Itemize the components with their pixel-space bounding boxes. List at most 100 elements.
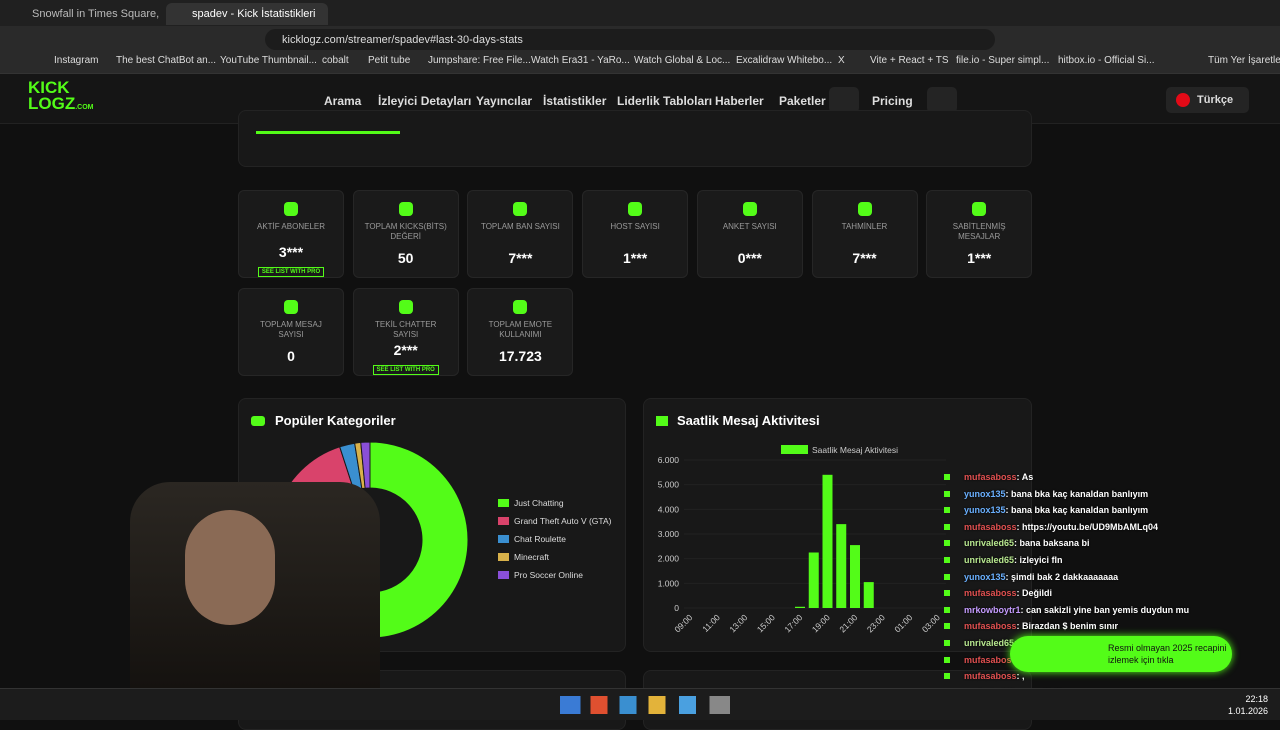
bookmark[interactable]: Vite + React + TS (870, 55, 949, 66)
chat-user[interactable]: mufasaboss (964, 654, 1017, 665)
legend-label: Saatlik Mesaj Aktivitesi (812, 445, 898, 455)
legend-swatch (498, 571, 509, 579)
chat-badge (944, 523, 950, 530)
bookmark[interactable]: Watch Global & Loc... (634, 55, 731, 66)
notification-line: Resmi olmayan 2025 recapini (1108, 643, 1227, 653)
stat-icon (398, 300, 413, 314)
stat-value: 2*** (393, 342, 418, 358)
bookmark[interactable]: file.io - Super simpl... (956, 55, 1050, 66)
y-tick-label: 4.000 (658, 504, 680, 514)
x-tick-label: 01:00 (892, 612, 914, 634)
bar (850, 545, 860, 608)
stat-badge[interactable]: SEE LIST WITH PRO (257, 267, 325, 277)
chat-line: mufasaboss: As (944, 472, 1184, 489)
x-tick-label: 11:00 (700, 612, 722, 634)
chat-user[interactable]: mrkowboytr1 (964, 604, 1021, 615)
chat-user[interactable]: yunox135 (964, 505, 1006, 516)
bookmark[interactable]: cobalt (322, 55, 349, 66)
nav-link[interactable]: Liderlik Tabloları (617, 94, 713, 108)
x-tick-label: 23:00 (865, 612, 887, 634)
stat-value: 50 (397, 250, 414, 266)
nav-link[interactable]: İstatistikler (543, 94, 607, 108)
stat-label: TOPLAM BAN SAYISI (480, 222, 560, 231)
nav-link[interactable]: İzleyici Detayları (378, 94, 472, 108)
chat-user[interactable]: yunox135 (964, 488, 1006, 499)
tab[interactable]: spadev - Kick İstatistikleri (166, 3, 328, 25)
chat-user[interactable]: mufasaboss (964, 521, 1017, 532)
bookmark[interactable]: The best ChatBot an... (116, 55, 217, 66)
bookmark[interactable]: X (838, 55, 845, 66)
stat-card: SABİTLENMİŞ MESAJLAR 1*** (926, 190, 1033, 278)
chat-user[interactable]: unrivaled65 (964, 637, 1015, 648)
chat-line: yunox135: bana bka kaç kanaldan banlıyım (944, 489, 1184, 506)
stat-icon (513, 202, 528, 216)
chat-user[interactable]: unrivaled65 (964, 554, 1015, 565)
bookmark[interactable]: Jumpshare: Free File... (428, 55, 531, 66)
stat-label: HOST SAYISI (610, 222, 660, 231)
stat-icon (628, 202, 643, 216)
bar (836, 524, 847, 608)
discord-button[interactable] (829, 87, 859, 113)
x-tick-label: 19:00 (810, 612, 832, 634)
chat-user[interactable]: mufasaboss (964, 621, 1017, 632)
stat-card: TOPLAM EMOTE KULLANIMI 17.723 (467, 288, 574, 376)
chat-badge (944, 673, 950, 680)
chat-user[interactable]: mufasaboss (964, 472, 1017, 482)
login-button[interactable] (927, 87, 957, 113)
bookmark[interactable]: Excalidraw Whitebo... (736, 55, 833, 66)
chat-user[interactable]: unrivaled65 (964, 538, 1015, 549)
chat-text: : Değildi (1016, 588, 1053, 599)
chat-user[interactable]: mufasaboss (964, 671, 1017, 682)
chat-line: yunox135: şimdi bak 2 dakkaaaaaaa (944, 572, 1184, 589)
chat-user[interactable]: mufasaboss (964, 588, 1017, 599)
stat-label: TOPLAM KICKS(BİTS) DEĞERİ (364, 222, 447, 241)
logo[interactable]: KICK LOGZ.COM (28, 79, 94, 116)
nav-link[interactable]: Pricing (872, 94, 913, 108)
chat-badge (944, 656, 950, 663)
logo-2: LOGZ (28, 94, 76, 113)
stat-card: TAHMİNLER 7*** (811, 190, 918, 278)
legend-swatch (498, 553, 509, 561)
bookmark[interactable]: Instagram (54, 55, 99, 66)
chat-badge (944, 606, 950, 613)
stat-label: TEKİL CHATTER SAYISI (375, 320, 437, 339)
bookmark[interactable]: Watch Era31 - YaRo... (531, 55, 630, 66)
y-tick-label: 3.000 (658, 529, 680, 539)
legend-swatch (781, 445, 808, 454)
legend-label: Just Chatting (514, 498, 564, 508)
url-field[interactable] (265, 29, 995, 50)
active-tab-line (256, 131, 400, 134)
stat-value: 7*** (852, 250, 877, 266)
y-tick-label: 0 (674, 603, 679, 613)
flag (1176, 93, 1190, 107)
legend-label: Grand Theft Auto V (GTA) (514, 516, 612, 526)
taskbar-icons[interactable] (560, 696, 730, 714)
chat-badge (944, 540, 950, 547)
nav-link[interactable]: Paketler (779, 94, 826, 108)
stat-value: 0*** (737, 250, 762, 266)
chat-badge (944, 573, 950, 580)
chat-text: : izleyici fln (1014, 554, 1063, 565)
bar (795, 606, 805, 608)
chat-badge (944, 490, 950, 497)
nav-link[interactable]: Haberler (715, 94, 764, 108)
bookmarks-folder[interactable]: Tüm Yer İşaretleri (1208, 55, 1280, 66)
chat-line: mufasaboss: , (944, 671, 1184, 688)
y-tick-label: 5.000 (658, 480, 680, 490)
chat-line: mufasaboss: Birazdan $ benim sınır (944, 621, 1184, 638)
nav-link[interactable]: Arama (324, 94, 362, 108)
title-icon (251, 416, 265, 426)
chat-user[interactable]: yunox135 (964, 571, 1006, 582)
legend-swatch (498, 535, 509, 543)
stat-badge[interactable]: SEE LIST WITH PRO (372, 365, 439, 375)
nav-link[interactable]: Yayıncılar (476, 94, 533, 108)
tab[interactable]: Snowfall in Times Square, NYC | Walk (32, 8, 162, 20)
bookmark[interactable]: YouTube Thumbnail... (220, 55, 317, 66)
legend-label: Chat Roulette (514, 534, 566, 544)
bookmark[interactable]: hitbox.io - Official Si... (1058, 55, 1155, 66)
chat-text: : Birazdan $ benim sınır (1016, 621, 1119, 632)
notification[interactable]: Resmi olmayan 2025 recapini izlemek için … (1010, 636, 1232, 672)
chat-badge (944, 474, 950, 480)
bookmark[interactable]: Petit tube (368, 55, 411, 66)
